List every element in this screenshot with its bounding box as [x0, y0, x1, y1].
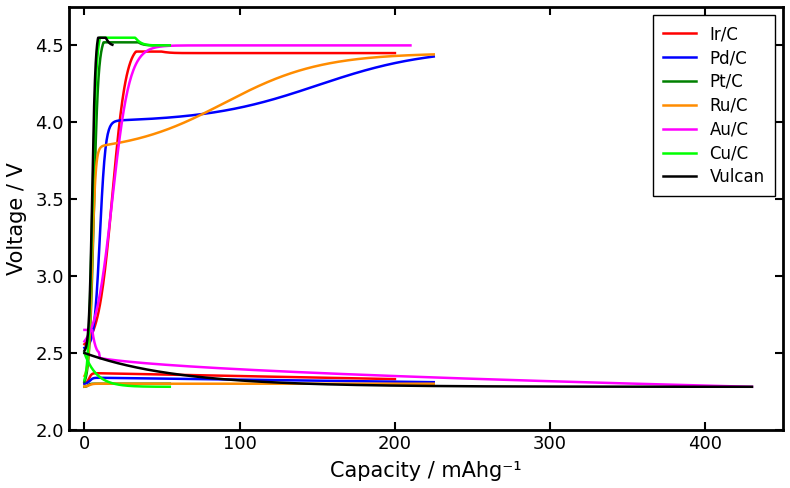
- Ir/C: [228, 50, 237, 56]
- Au/C: [235, 42, 244, 48]
- Cu/C: [141, 41, 151, 47]
- Ru/C: [313, 63, 322, 69]
- Pt/C: [99, 40, 108, 45]
- Au/C: [404, 42, 414, 48]
- Line: Ru/C: Ru/C: [85, 54, 434, 376]
- Cu/C: [96, 35, 105, 41]
- Au/C: [273, 42, 283, 48]
- Ir/C: [390, 50, 400, 56]
- Ru/C: [141, 133, 151, 139]
- Line: Cu/C: Cu/C: [85, 38, 170, 380]
- Ru/C: [238, 91, 247, 97]
- Vulcan: [103, 39, 113, 44]
- Vulcan: [96, 35, 106, 41]
- Cu/C: [165, 42, 175, 48]
- Cu/C: [134, 38, 143, 44]
- Vulcan: [105, 41, 115, 46]
- Pt/C: [90, 176, 100, 182]
- Au/C: [347, 42, 356, 48]
- Vulcan: [97, 35, 107, 41]
- Legend: Ir/C, Pd/C, Pt/C, Ru/C, Au/C, Cu/C, Vulcan: Ir/C, Pd/C, Pt/C, Ru/C, Au/C, Cu/C, Vulc…: [653, 15, 775, 196]
- Pt/C: [80, 379, 89, 385]
- Pd/C: [238, 104, 247, 110]
- Line: Au/C: Au/C: [85, 45, 411, 342]
- Au/C: [398, 42, 408, 48]
- Ir/C: [230, 50, 239, 56]
- Pd/C: [429, 54, 438, 60]
- Vulcan: [96, 35, 106, 41]
- Vulcan: [107, 42, 117, 48]
- Cu/C: [142, 42, 152, 48]
- Ir/C: [383, 50, 393, 56]
- Ir/C: [80, 341, 89, 347]
- Line: Ir/C: Ir/C: [85, 52, 395, 344]
- Ru/C: [285, 71, 295, 77]
- Ir/C: [131, 49, 141, 55]
- Pd/C: [313, 82, 322, 88]
- Ru/C: [429, 51, 438, 57]
- Pt/C: [141, 42, 151, 48]
- Ru/C: [80, 373, 89, 379]
- Cu/C: [114, 35, 123, 41]
- Line: Vulcan: Vulcan: [85, 38, 112, 351]
- Cu/C: [107, 35, 117, 41]
- Line: Pd/C: Pd/C: [85, 57, 434, 348]
- Ru/C: [170, 124, 179, 130]
- X-axis label: Capacity / mAhg⁻¹: Capacity / mAhg⁻¹: [330, 461, 521, 481]
- Cu/C: [80, 377, 89, 383]
- Au/C: [80, 339, 89, 345]
- Pd/C: [285, 91, 295, 97]
- Au/C: [406, 42, 416, 48]
- Pd/C: [141, 116, 151, 122]
- Pd/C: [170, 114, 179, 120]
- Au/C: [256, 42, 265, 48]
- Vulcan: [80, 348, 89, 354]
- Ru/C: [343, 58, 352, 63]
- Vulcan: [93, 35, 103, 41]
- Ir/C: [335, 50, 344, 56]
- Vulcan: [80, 348, 89, 354]
- Pt/C: [165, 42, 175, 48]
- Cu/C: [90, 110, 100, 116]
- Pd/C: [343, 73, 352, 79]
- Y-axis label: Voltage / V: Voltage / V: [7, 162, 27, 275]
- Pt/C: [107, 40, 117, 45]
- Pd/C: [80, 345, 89, 351]
- Ir/C: [265, 50, 275, 56]
- Pt/C: [114, 40, 123, 45]
- Line: Pt/C: Pt/C: [85, 42, 170, 382]
- Ir/C: [248, 50, 258, 56]
- Pt/C: [134, 40, 143, 45]
- Pt/C: [142, 42, 152, 48]
- Au/C: [236, 42, 246, 48]
